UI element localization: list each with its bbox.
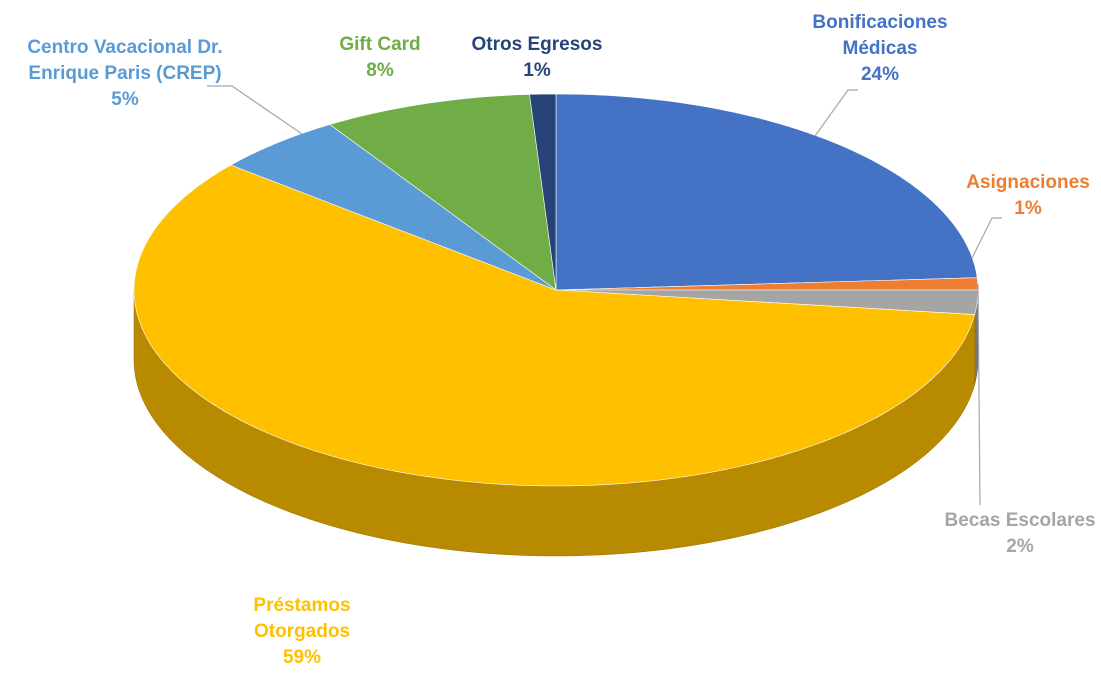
- data-label: Becas Escolares 2%: [925, 508, 1101, 560]
- slice: [329, 94, 557, 291]
- leader-line: [977, 283, 981, 506]
- leader-lines: [207, 85, 1002, 506]
- data-label: Otros Egresos 1%: [452, 32, 622, 84]
- category-label: Bonificaciones Médicas: [812, 12, 948, 59]
- data-label: Bonificaciones Médicas 24%: [790, 10, 970, 88]
- category-label: Centro Vacacional Dr. Enrique Paris (CRE…: [27, 37, 223, 84]
- value-label: 1%: [523, 60, 551, 81]
- category-label: Gift Card: [339, 34, 421, 55]
- leader-line: [207, 85, 303, 135]
- data-label: Préstamos Otorgados 59%: [222, 593, 382, 671]
- data-label: Centro Vacacional Dr. Enrique Paris (CRE…: [5, 35, 245, 113]
- slice: [230, 124, 557, 291]
- value-label: 24%: [860, 64, 900, 85]
- value-label: 2%: [1006, 536, 1034, 557]
- slice: [133, 164, 976, 487]
- leader-line: [814, 89, 858, 137]
- value-label: 5%: [111, 89, 139, 110]
- value-label: 1%: [1014, 198, 1042, 219]
- category-label: Asignaciones: [966, 172, 1090, 193]
- value-label: 8%: [366, 60, 394, 81]
- category-label: Préstamos Otorgados: [253, 595, 351, 642]
- slice: [555, 93, 978, 291]
- pie-tops: [133, 93, 979, 487]
- category-label: Otros Egresos: [471, 34, 603, 55]
- slice: [529, 93, 557, 291]
- category-label: Becas Escolares: [944, 510, 1096, 531]
- data-label: Asignaciones 1%: [948, 170, 1101, 222]
- data-label: Gift Card 8%: [320, 32, 440, 84]
- value-label: 59%: [282, 647, 322, 668]
- leader-line: [971, 217, 1002, 259]
